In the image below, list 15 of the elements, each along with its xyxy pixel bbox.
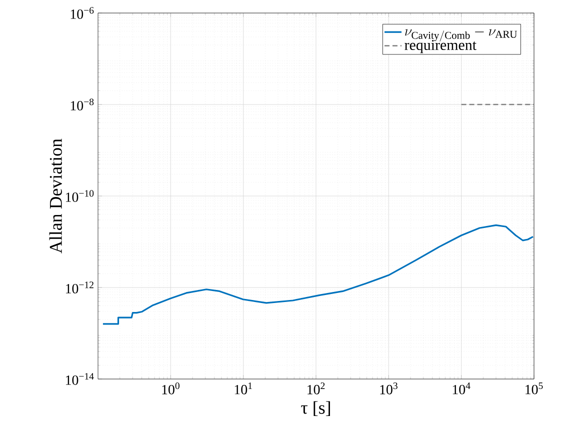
legend-label: $\nu_{\mathrm{Cavity/Comb}} - \nu_{\mathrm{ARU}}$ — [405, 29, 518, 42]
x-tick-label: 10$^{2}$ — [308, 382, 325, 394]
y-tick-label: 10$^{−10}$ — [66, 190, 94, 202]
y-tick-label: 10$^{−6}$ — [70, 7, 94, 19]
legend-label: requirement — [404, 40, 476, 54]
y-tick-label: 10$^{−8}$ — [70, 98, 94, 110]
x-axis-title: τ [s] — [301, 401, 330, 416]
x-tick-label: 10$^{5}$ — [526, 382, 543, 394]
y-axis-title: Allan Deviation — [49, 138, 62, 254]
x-tick-label: 10$^{0}$ — [162, 382, 180, 394]
x-tick-label: 10$^{4}$ — [452, 382, 470, 394]
x-tick-label: 10$^{1}$ — [234, 382, 252, 394]
x-tick-label: 10$^{3}$ — [380, 382, 398, 394]
y-tick-label: 10$^{−12}$ — [66, 282, 94, 294]
y-tick-label: 10$^{−14}$ — [66, 373, 94, 385]
